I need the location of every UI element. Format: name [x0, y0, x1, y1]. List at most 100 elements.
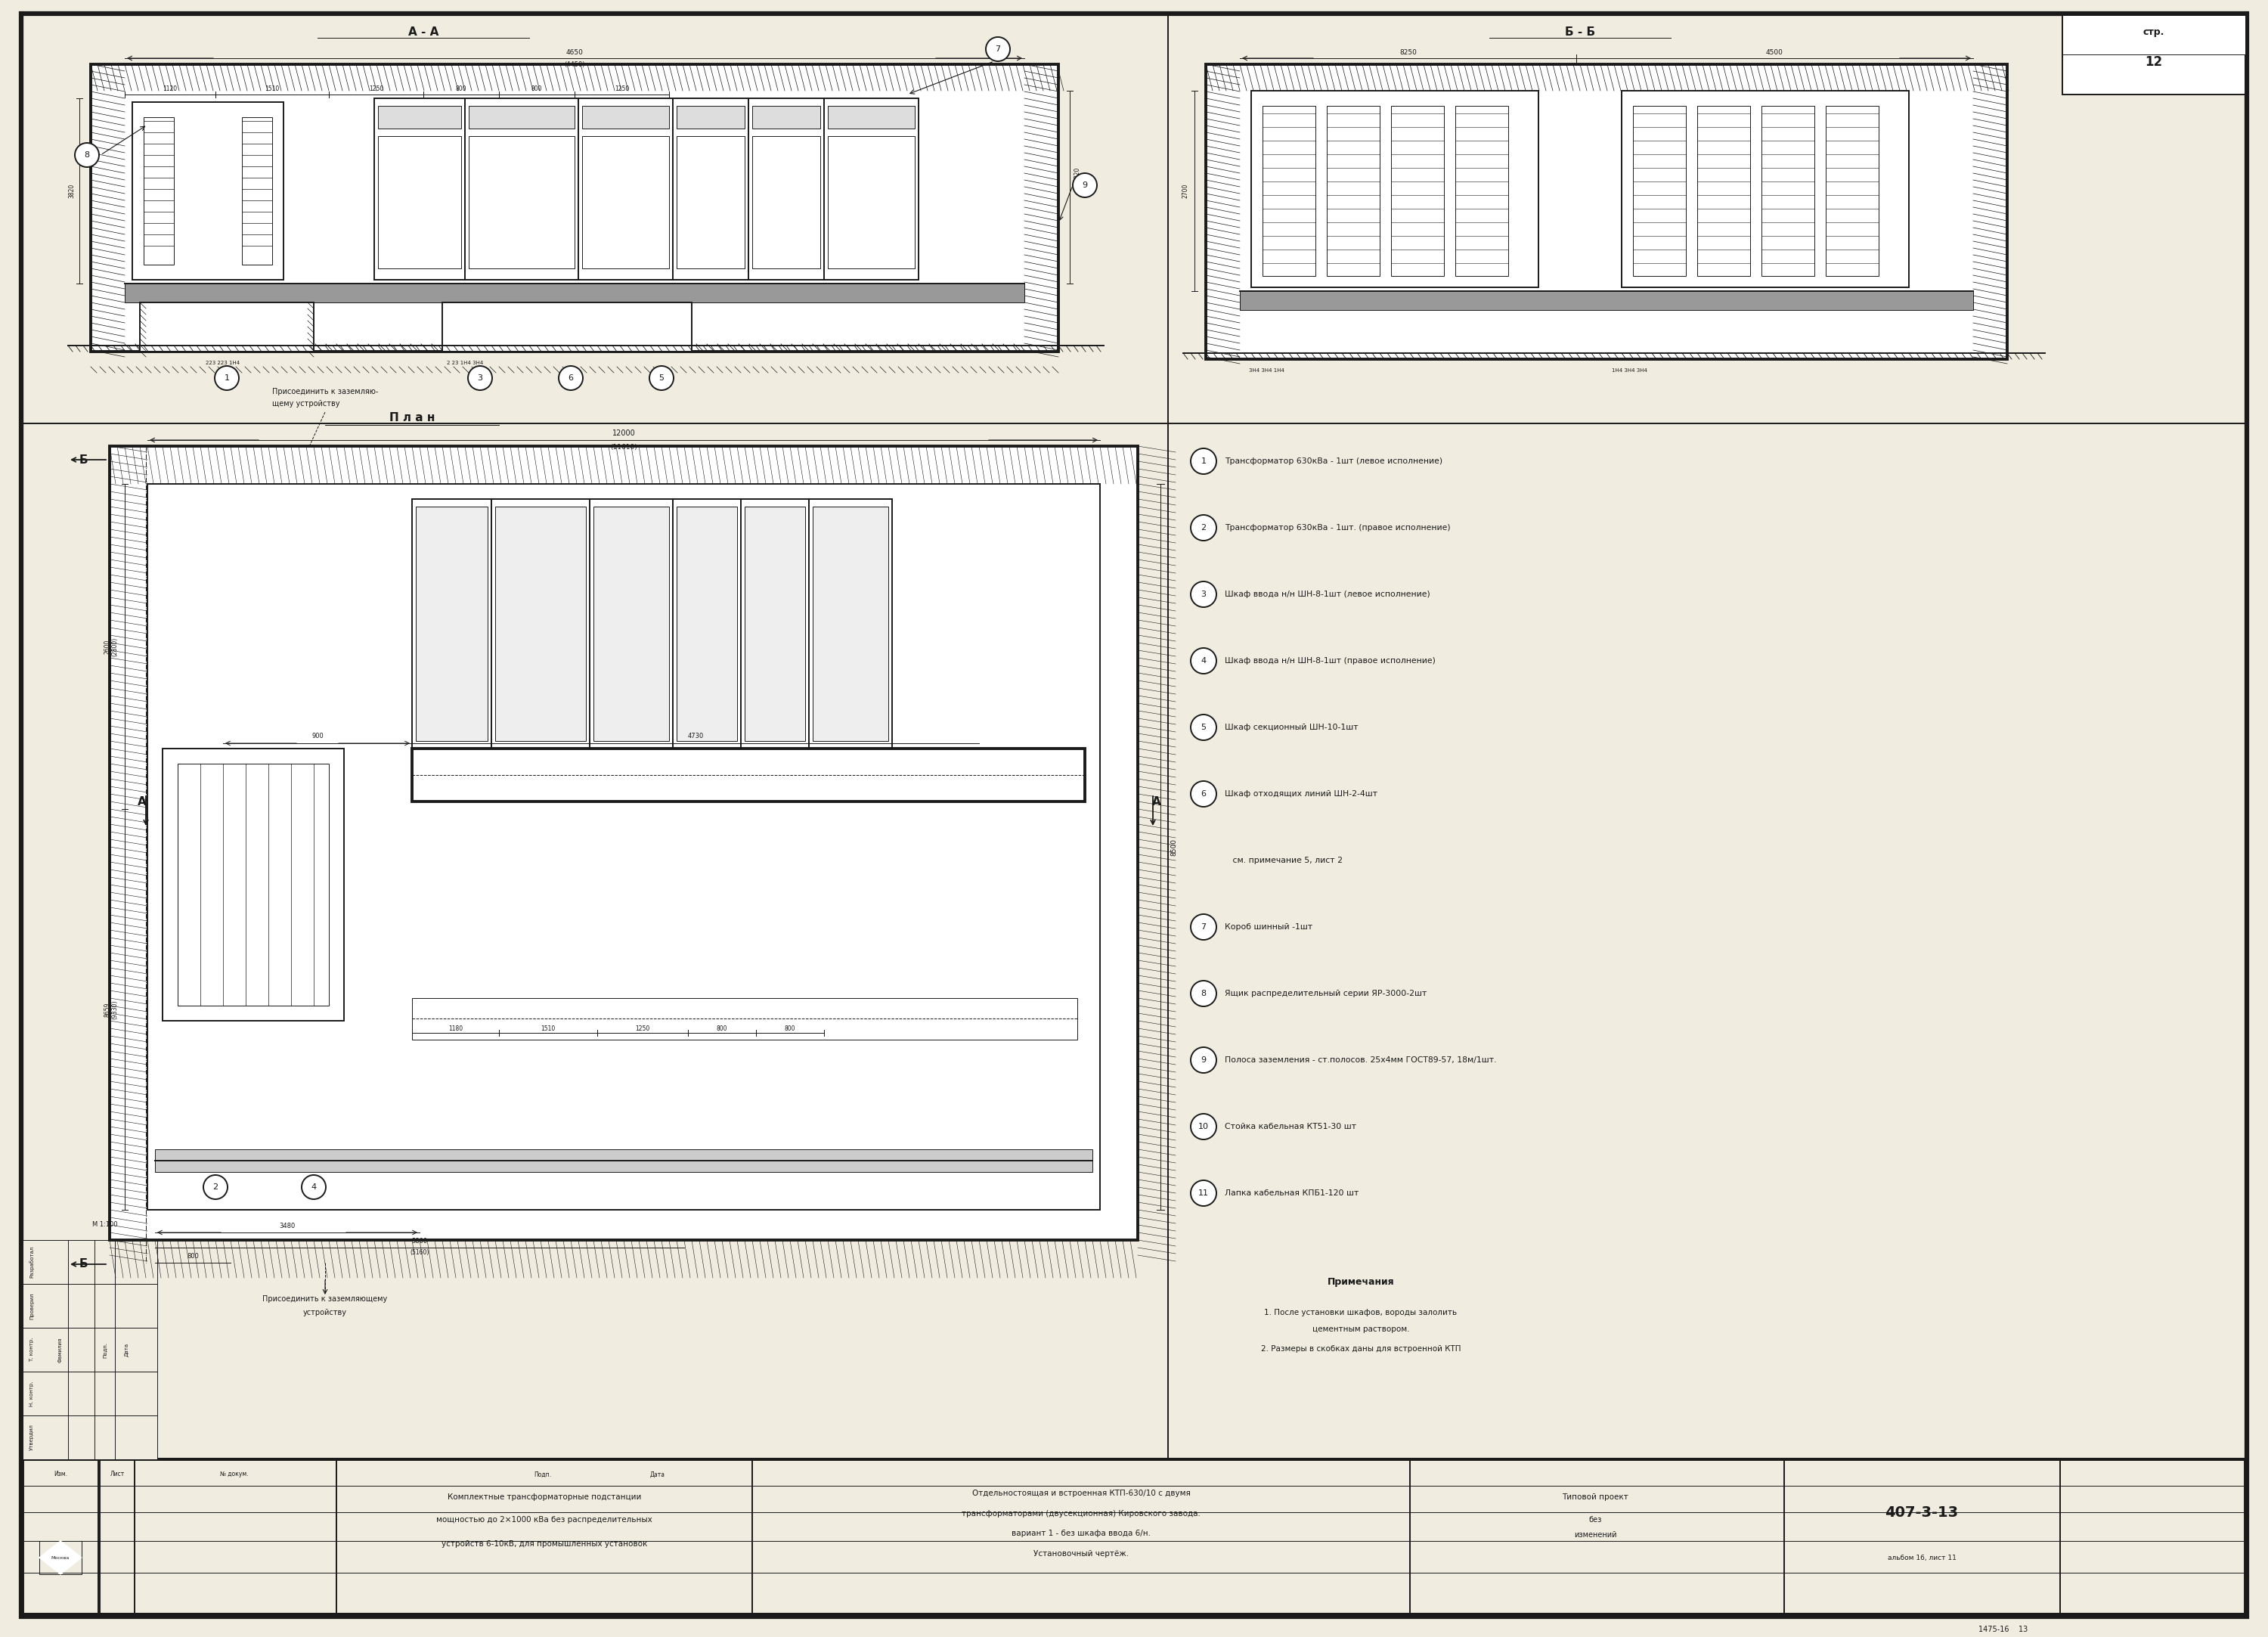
Bar	[154, 1149, 1093, 1172]
Bar	[143, 118, 175, 265]
Bar	[413, 499, 492, 748]
Text: 1: 1	[1202, 457, 1207, 465]
Text: 4: 4	[311, 1184, 318, 1190]
Bar	[676, 506, 737, 742]
Text: 1180: 1180	[449, 1025, 463, 1031]
Bar	[39, 1540, 82, 1575]
Text: 2. Размеры в скобках даны для встроенной КТП: 2. Размеры в скобках даны для встроенной…	[1261, 1346, 1461, 1352]
Text: 9: 9	[1082, 182, 1089, 188]
Bar	[469, 106, 574, 129]
Bar	[594, 506, 669, 742]
Text: 6: 6	[567, 375, 574, 381]
Text: Т. контр.: Т. контр.	[29, 1337, 34, 1362]
Bar	[442, 303, 692, 352]
Bar	[674, 98, 748, 280]
Text: альбом 16, лист 11: альбом 16, лист 11	[1887, 1554, 1955, 1562]
Bar	[676, 136, 744, 268]
Circle shape	[215, 367, 238, 390]
Bar	[1762, 106, 1814, 277]
Text: 1510: 1510	[265, 85, 279, 92]
Bar	[583, 136, 669, 268]
Text: Ящик распределительный серии ЯР-3000-2шт: Ящик распределительный серии ЯР-3000-2шт	[1225, 990, 1427, 997]
Text: мощностью до 2×1000 кВа без распределительных: мощностью до 2×1000 кВа без распределите…	[435, 1516, 653, 1524]
Text: 12: 12	[2146, 56, 2164, 69]
Text: 800: 800	[785, 1025, 796, 1031]
Circle shape	[987, 38, 1009, 61]
Bar	[465, 98, 578, 280]
Text: 10: 10	[1198, 1123, 1209, 1131]
Circle shape	[1191, 449, 1216, 475]
Circle shape	[302, 1175, 327, 1200]
Bar	[583, 106, 669, 129]
Bar	[753, 136, 821, 268]
Bar	[810, 499, 891, 748]
Text: Дата: Дата	[125, 1342, 129, 1357]
Text: Б - Б: Б - Б	[1565, 26, 1594, 38]
Text: Типовой проект: Типовой проект	[1563, 1493, 1628, 1501]
Bar	[590, 499, 674, 748]
Bar	[23, 1241, 156, 1459]
Text: Присоединить к заземляю-: Присоединить к заземляю-	[272, 388, 379, 396]
Circle shape	[1191, 714, 1216, 740]
Bar	[243, 118, 272, 265]
Text: 1250: 1250	[635, 1025, 651, 1031]
Text: 8: 8	[1200, 990, 1207, 997]
Bar	[828, 106, 914, 129]
Bar	[125, 283, 1025, 303]
Text: А: А	[1152, 796, 1161, 807]
Text: 8500: 8500	[1170, 838, 1177, 856]
Text: 12000: 12000	[612, 429, 635, 437]
Bar	[744, 506, 805, 742]
Circle shape	[467, 367, 492, 390]
Bar	[1327, 106, 1379, 277]
Text: М 1:100: М 1:100	[93, 1221, 118, 1228]
Bar	[379, 136, 460, 268]
Bar	[163, 748, 345, 1021]
Circle shape	[649, 367, 674, 390]
Text: см. примечание 5, лист 2: см. примечание 5, лист 2	[1225, 856, 1343, 864]
Text: 3480: 3480	[279, 1223, 295, 1229]
Text: Разработал: Разработал	[29, 1246, 34, 1278]
Text: Примечания: Примечания	[1327, 1277, 1395, 1287]
Text: Лапка кабельная КПБ1-120 шт: Лапка кабельная КПБ1-120 шт	[1225, 1190, 1359, 1197]
Circle shape	[1191, 648, 1216, 674]
Text: 6: 6	[1202, 791, 1207, 797]
Text: Шкаф ввода н/н ШН-8-1шт (правое исполнение): Шкаф ввода н/н ШН-8-1шт (правое исполнен…	[1225, 656, 1436, 665]
Bar	[415, 506, 488, 742]
Bar	[1207, 64, 2007, 359]
Bar	[374, 98, 465, 280]
Text: 1965: 1965	[52, 1552, 77, 1563]
Bar	[753, 106, 821, 129]
Text: щему устройству: щему устройству	[272, 399, 340, 408]
Circle shape	[1191, 913, 1216, 940]
Text: 800: 800	[531, 85, 542, 92]
Text: (5160): (5160)	[411, 1249, 429, 1256]
Bar	[1252, 90, 1538, 288]
Bar	[578, 98, 674, 280]
Text: Трансформатор 630кВа - 1шт. (правое исполнение): Трансформатор 630кВа - 1шт. (правое испо…	[1225, 524, 1452, 532]
Bar	[1263, 106, 1315, 277]
Text: Короб шинный -1шт: Короб шинный -1шт	[1225, 923, 1313, 931]
Text: 1475-16    13: 1475-16 13	[1978, 1626, 2028, 1634]
Bar	[109, 447, 1139, 1241]
Bar	[742, 499, 810, 748]
Bar	[1696, 106, 1751, 277]
Text: 800: 800	[456, 85, 467, 92]
Text: 7: 7	[996, 46, 1000, 52]
Text: 3: 3	[476, 375, 483, 381]
Bar	[2062, 15, 2245, 95]
Text: 2600
(2800): 2600 (2800)	[104, 637, 118, 656]
Bar	[676, 106, 744, 129]
Text: 4730: 4730	[687, 732, 703, 740]
Text: Б: Б	[79, 453, 88, 465]
Circle shape	[1191, 516, 1216, 540]
Text: 1. После установки шкафов, вороды залолить: 1. После установки шкафов, вороды залоли…	[1263, 1310, 1458, 1316]
Bar	[492, 499, 590, 748]
Text: Подп.: Подп.	[533, 1472, 551, 1478]
Text: А: А	[138, 796, 147, 807]
Text: 8250: 8250	[1399, 49, 1418, 56]
Bar	[494, 506, 585, 742]
Text: 800: 800	[186, 1254, 200, 1260]
Bar	[1633, 106, 1685, 277]
Text: Шкаф отходящих линий ШН-2-4шт: Шкаф отходящих линий ШН-2-4шт	[1225, 791, 1377, 797]
